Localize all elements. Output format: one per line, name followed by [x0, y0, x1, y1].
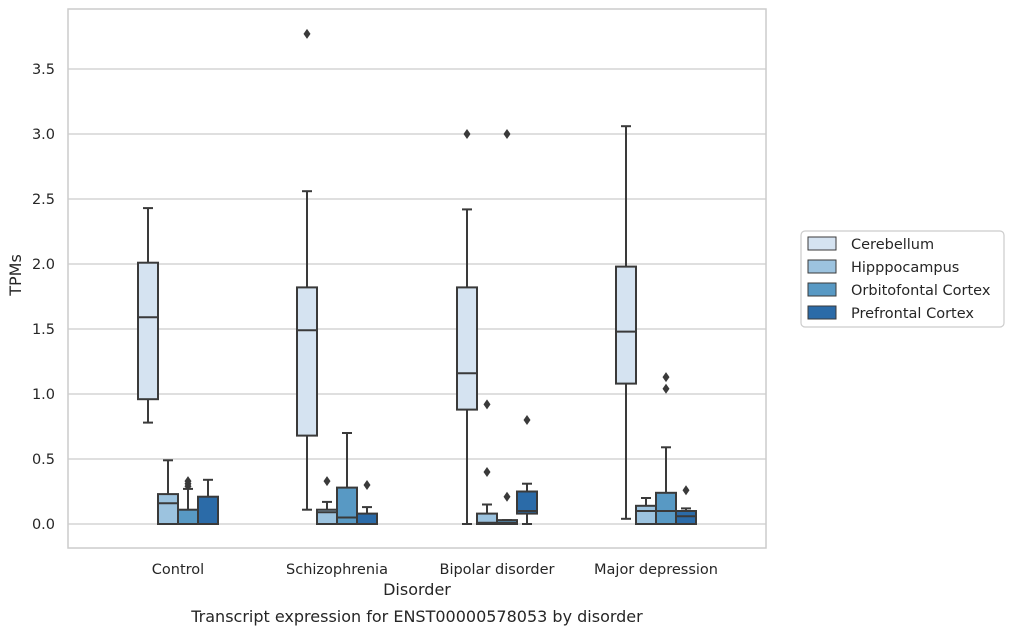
y-tick-label: 3.5	[32, 62, 55, 78]
x-tick-labels: Control Schizophrenia Bipolar disorder Majo…	[152, 562, 718, 578]
y-tick-label: 1.5	[32, 322, 55, 338]
box-hipppocampus	[635, 497, 657, 525]
box-cerebellum	[456, 129, 478, 525]
legend-label: Cerebellum	[851, 237, 934, 253]
outlier-point	[463, 129, 471, 139]
legend-label: Prefrontal Cortex	[851, 306, 974, 322]
gridlines	[68, 68, 766, 525]
x-tick-label: Control	[152, 562, 204, 578]
box-iqr	[336, 486, 358, 526]
outlier-point	[682, 485, 690, 496]
box-iqr	[356, 512, 378, 525]
outlier-point	[503, 129, 511, 139]
y-tick-label: 3.0	[32, 127, 55, 143]
y-tick-label: 1.0	[32, 387, 55, 403]
box-iqr	[635, 504, 657, 525]
legend-frame	[800, 230, 1005, 328]
boxes	[137, 28, 697, 526]
outlier-point	[523, 415, 531, 425]
outlier-point	[503, 491, 511, 502]
x-tick-label: Major depression	[594, 562, 718, 578]
plot-area-frame	[67, 8, 767, 549]
box-iqr	[177, 508, 199, 526]
y-tick-label: 0.0	[32, 517, 55, 533]
box-iqr	[675, 510, 697, 525]
box-orbitofontal-cortex	[496, 129, 518, 525]
x-axis-label: Disorder	[383, 580, 451, 599]
box-iqr	[476, 512, 498, 525]
box-orbitofontal-cortex	[655, 372, 677, 525]
y-axis-label: TPMs	[6, 254, 25, 297]
box-hipppocampus	[316, 476, 338, 526]
y-tick-label: 2.5	[32, 192, 55, 208]
outlier-point	[363, 480, 371, 490]
box-prefrontal-cortex	[516, 415, 538, 525]
box-iqr	[137, 261, 159, 401]
outlier-point	[662, 372, 670, 383]
legend: Cerebellum Hipppocampus Orbitofontal Corte…	[800, 230, 1005, 328]
box-cerebellum	[137, 207, 159, 424]
outlier-point	[184, 476, 192, 487]
outlier-point	[662, 383, 670, 394]
outlier-point	[483, 399, 491, 410]
legend-label: Orbitofontal Cortex	[851, 283, 991, 299]
legend-swatch	[807, 282, 837, 297]
box-iqr	[197, 495, 219, 526]
box-hipppocampus	[476, 399, 498, 525]
box-iqr	[456, 286, 478, 411]
legend-swatch	[807, 236, 837, 251]
box-iqr	[655, 491, 677, 525]
box-cerebellum	[615, 125, 637, 520]
box-orbitofontal-cortex	[177, 476, 199, 526]
box-prefrontal-cortex	[197, 478, 219, 526]
box-cerebellum	[296, 28, 318, 511]
box-iqr	[296, 286, 318, 437]
legend-label: Hipppocampus	[851, 260, 959, 276]
x-tick-label: Schizophrenia	[286, 562, 388, 578]
y-tick-labels: 0.0 0.5 1.0 1.5 2.0 2.5 3.0 3.5	[32, 62, 55, 533]
outlier-point	[483, 467, 491, 477]
outlier-point	[303, 28, 311, 39]
box-prefrontal-cortex	[675, 485, 697, 525]
legend-swatch	[807, 259, 837, 274]
box-prefrontal-cortex	[356, 480, 378, 525]
y-tick-label: 0.5	[32, 452, 55, 468]
legend-swatch	[807, 305, 837, 320]
figure-caption: Transcript expression for ENST0000057805…	[190, 607, 643, 626]
box-hipppocampus	[157, 459, 179, 526]
y-tick-label: 2.0	[32, 257, 55, 273]
box-iqr	[516, 490, 538, 515]
x-tick-label: Bipolar disorder	[440, 562, 555, 578]
box-iqr	[615, 265, 637, 385]
box-orbitofontal-cortex	[336, 432, 358, 526]
outlier-point	[323, 476, 331, 487]
box-iqr	[157, 493, 179, 526]
